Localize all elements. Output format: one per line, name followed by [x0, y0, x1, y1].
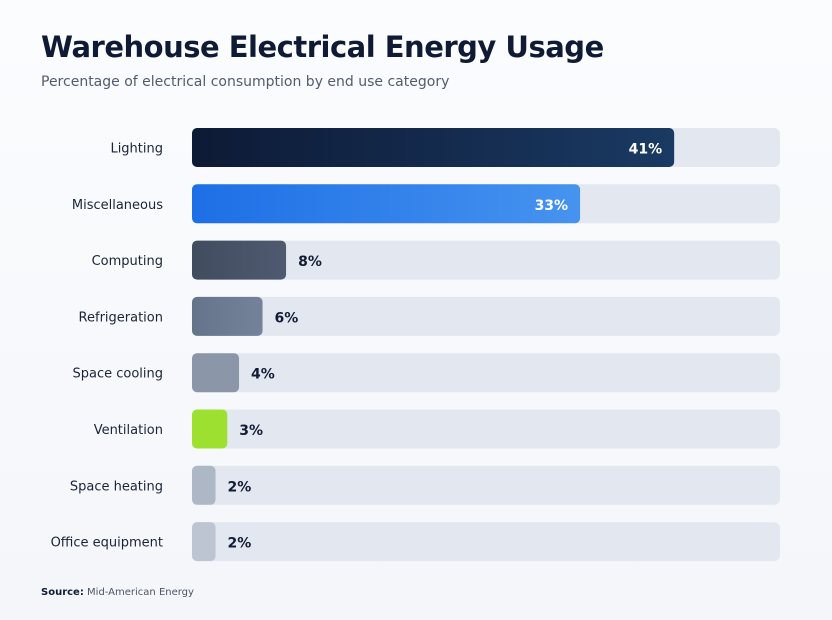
bar-track	[192, 296, 780, 336]
category-label: Miscellaneous	[72, 198, 163, 213]
bar-track	[192, 522, 780, 562]
bar-row-space-heating: Space heating 2%	[70, 465, 780, 505]
bar-track	[192, 409, 780, 449]
category-label: Space cooling	[72, 367, 163, 382]
bar-row-office-equipment: Office equipment 2%	[51, 522, 780, 562]
value-label: 41%	[629, 142, 663, 158]
chart-title: Warehouse Electrical Energy Usage	[41, 30, 604, 64]
bar	[192, 409, 228, 449]
bar-track	[192, 465, 780, 505]
category-label: Ventilation	[94, 423, 163, 438]
value-label: 33%	[535, 198, 569, 214]
bar	[192, 240, 287, 280]
bar	[192, 128, 675, 167]
bar-row-miscellaneous: Miscellaneous 33%	[72, 184, 780, 224]
bar-track	[192, 240, 780, 280]
bar-rows: Lighting 41% Miscellaneous 33% Computing 8% Re…	[51, 128, 780, 562]
bar-row-ventilation: Ventilation 3%	[94, 409, 780, 449]
bar-track	[192, 353, 780, 393]
bar-row-refrigeration: Refrigeration 6%	[79, 296, 780, 336]
bar-row-space-cooling: Space cooling 4%	[72, 353, 780, 393]
source-text: Mid-American Energy	[87, 587, 194, 598]
value-label: 2%	[228, 479, 252, 495]
bar	[192, 296, 263, 336]
source-note: Source: Mid-American Energy	[41, 586, 194, 600]
bar-row-lighting: Lighting 41%	[110, 128, 780, 167]
bar	[192, 184, 581, 224]
chart-subtitle: Percentage of electrical consumption by …	[41, 74, 450, 90]
value-label: 8%	[298, 254, 322, 270]
value-label: 4%	[251, 367, 275, 383]
source-label: Source:	[41, 587, 84, 598]
category-label: Space heating	[70, 479, 163, 494]
bar-row-computing: Computing 8%	[92, 240, 780, 280]
category-label: Refrigeration	[79, 310, 163, 325]
bar	[192, 353, 240, 393]
category-label: Office equipment	[51, 536, 163, 551]
value-label: 3%	[239, 423, 263, 439]
bar	[192, 522, 216, 562]
category-label: Computing	[92, 254, 163, 269]
bar	[192, 465, 216, 505]
value-label: 6%	[275, 310, 299, 326]
value-label: 2%	[228, 536, 252, 552]
category-label: Lighting	[110, 142, 163, 157]
